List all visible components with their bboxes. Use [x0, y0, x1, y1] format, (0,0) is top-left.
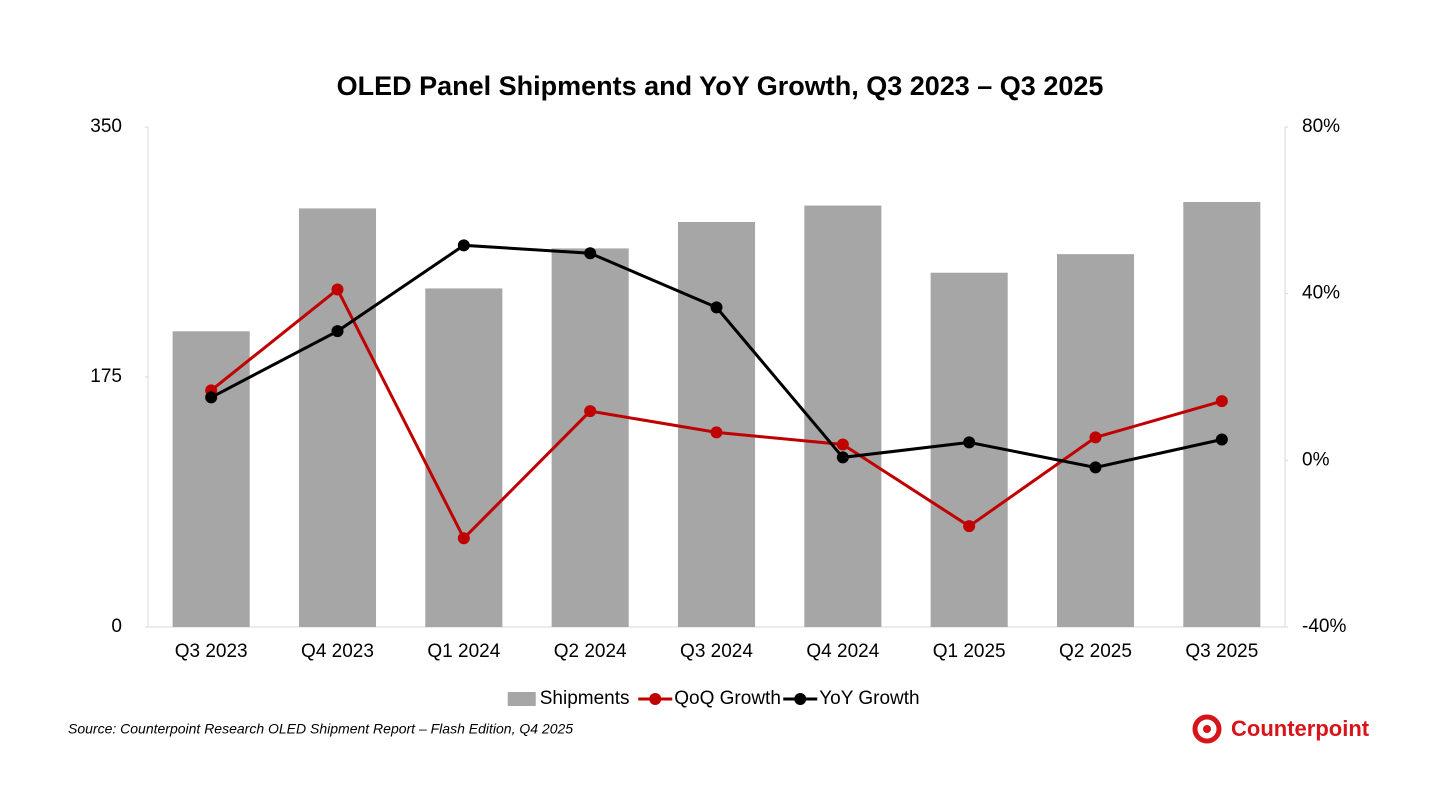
- x-tick-label: Q4 2024: [806, 641, 879, 662]
- bar: [172, 331, 250, 627]
- legend-swatch-marker: [794, 693, 807, 705]
- marker: [1215, 395, 1228, 408]
- marker: [836, 438, 849, 451]
- x-tick-label: Q3 2025: [1185, 641, 1258, 662]
- marker: [584, 247, 597, 260]
- bar: [930, 272, 1008, 627]
- y-tick-label: 350: [90, 116, 122, 137]
- bar: [804, 205, 882, 628]
- legend-swatch: [507, 692, 536, 706]
- bar: [425, 288, 503, 627]
- marker: [331, 325, 344, 338]
- marker: [963, 520, 976, 533]
- marker: [963, 436, 976, 449]
- y2-tick-label: 80%: [1302, 116, 1340, 137]
- x-tick-label: Q1 2024: [427, 641, 500, 662]
- y2-tick-label: -40%: [1302, 616, 1346, 637]
- marker: [1089, 431, 1102, 444]
- marker: [836, 451, 849, 464]
- logo: Counterpoint: [1192, 714, 1370, 744]
- source-note: Source: Counterpoint Research OLED Shipm…: [68, 721, 573, 737]
- y-tick-label: 0: [111, 616, 122, 637]
- logo-text: Counterpoint: [1231, 716, 1370, 741]
- x-tick-label: Q3 2024: [680, 641, 753, 662]
- legend-label: QoQ Growth: [674, 688, 781, 709]
- marker: [1215, 433, 1228, 446]
- legend-label: YoY Growth: [819, 688, 919, 709]
- y2-tick-label: 40%: [1302, 283, 1340, 304]
- marker: [1089, 461, 1102, 474]
- x-tick-label: Q2 2025: [1059, 641, 1132, 662]
- chart-title: OLED Panel Shipments and YoY Growth, Q3 …: [337, 71, 1104, 101]
- bar: [1183, 202, 1261, 627]
- bar: [677, 222, 756, 627]
- legend-label: Shipments: [540, 688, 630, 709]
- logo-icon: [1192, 714, 1222, 744]
- marker: [710, 301, 723, 314]
- marker: [584, 405, 597, 418]
- bar: [298, 208, 377, 627]
- y-tick-label: 175: [90, 366, 122, 387]
- y2-tick-label: 0%: [1302, 449, 1330, 470]
- x-tick-label: Q2 2024: [554, 641, 627, 662]
- legend-swatch-marker: [649, 693, 662, 705]
- marker: [331, 283, 344, 296]
- x-tick-label: Q1 2025: [933, 641, 1006, 662]
- x-tick-label: Q3 2023: [175, 641, 248, 662]
- x-tick-label: Q4 2023: [301, 641, 374, 662]
- marker: [205, 391, 218, 404]
- marker: [457, 239, 470, 252]
- marker: [457, 532, 470, 545]
- marker: [710, 426, 723, 439]
- logo-icon-dot: [1203, 725, 1211, 733]
